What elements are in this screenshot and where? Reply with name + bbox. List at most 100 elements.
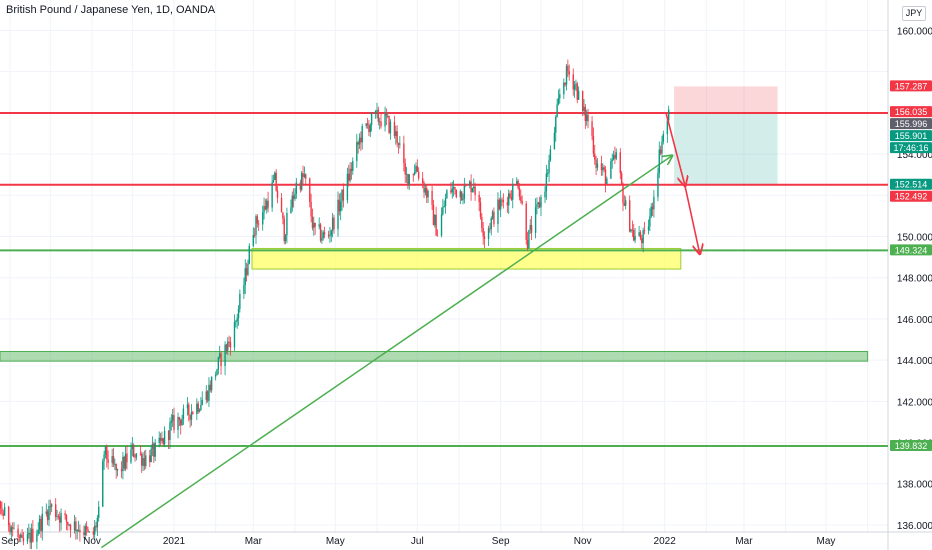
candle-body bbox=[142, 458, 144, 466]
x-axis-tick-label: Nov bbox=[574, 536, 592, 547]
candle-body bbox=[595, 159, 597, 168]
candle-body bbox=[518, 188, 521, 197]
candle-body bbox=[305, 174, 307, 179]
candle-body bbox=[633, 230, 635, 241]
price-label: 139.832 bbox=[895, 441, 928, 451]
y-axis-tick-label: 148.000 bbox=[897, 274, 932, 285]
candle-body bbox=[443, 205, 445, 208]
candle-body bbox=[384, 113, 386, 127]
candle-body bbox=[21, 534, 23, 539]
x-axis-tick-label: Sep bbox=[492, 536, 510, 547]
candle-body bbox=[124, 453, 127, 469]
candle-body bbox=[479, 202, 482, 218]
candle-body bbox=[544, 191, 546, 198]
candle-body bbox=[555, 116, 557, 133]
candle-body bbox=[131, 444, 134, 450]
candle-body bbox=[565, 65, 568, 85]
candle-body bbox=[357, 142, 359, 145]
candle-body bbox=[93, 525, 96, 535]
y-axis-tick-label: 142.000 bbox=[897, 397, 932, 408]
zone-rectangle bbox=[0, 350, 869, 362]
candle-body bbox=[310, 202, 312, 217]
candle-body bbox=[45, 511, 47, 514]
candle-body bbox=[3, 507, 6, 516]
candle-body bbox=[387, 116, 389, 117]
candle-body bbox=[341, 189, 343, 202]
candle-body bbox=[46, 511, 49, 521]
candle-body bbox=[417, 171, 420, 179]
price-label-box bbox=[890, 190, 932, 202]
candle-body bbox=[349, 168, 351, 181]
candle-body bbox=[116, 468, 119, 471]
candle-body bbox=[548, 160, 550, 174]
candle-body bbox=[657, 173, 659, 197]
projection-arrow bbox=[665, 112, 685, 185]
x-axis-tick-label: May bbox=[817, 536, 836, 547]
candle-body bbox=[290, 207, 292, 214]
candle-body bbox=[521, 200, 523, 204]
candle-body bbox=[339, 201, 342, 212]
candle-body bbox=[329, 235, 331, 237]
candle-body bbox=[575, 83, 577, 85]
candle-body bbox=[369, 125, 371, 133]
candle-body bbox=[60, 513, 62, 523]
candle-body bbox=[643, 230, 646, 231]
price-label-box bbox=[890, 106, 932, 118]
candle-body bbox=[547, 173, 549, 174]
candle-body bbox=[568, 71, 570, 75]
candle-body bbox=[623, 203, 626, 206]
candle-body bbox=[376, 109, 378, 112]
candle-body bbox=[205, 391, 207, 400]
candles-group bbox=[0, 59, 670, 550]
candle-body bbox=[13, 528, 15, 530]
candle-body bbox=[368, 124, 370, 133]
candle-body bbox=[520, 196, 522, 201]
candle-body bbox=[563, 82, 565, 95]
candle-body bbox=[274, 172, 276, 181]
candle-body bbox=[649, 216, 651, 227]
candle-body bbox=[208, 384, 210, 401]
candle-body bbox=[620, 173, 623, 185]
candle-body bbox=[102, 461, 104, 507]
candle-body bbox=[143, 458, 146, 467]
candle-body bbox=[395, 131, 397, 136]
candle-body bbox=[337, 199, 339, 230]
position-stop-zone bbox=[674, 86, 778, 113]
candle-body bbox=[192, 412, 194, 414]
candle-body bbox=[374, 111, 377, 113]
candle-body bbox=[634, 235, 636, 241]
candle-body bbox=[323, 232, 326, 235]
candle-body bbox=[132, 444, 135, 457]
candle-body bbox=[473, 186, 475, 189]
candle-body bbox=[67, 521, 69, 525]
candle-body bbox=[299, 182, 302, 190]
candle-body bbox=[361, 125, 363, 143]
candle-body bbox=[262, 212, 264, 225]
candle-body bbox=[126, 453, 128, 463]
candle-body bbox=[536, 204, 538, 208]
candle-body bbox=[276, 190, 279, 198]
candle-body bbox=[650, 206, 652, 217]
candle-body bbox=[214, 375, 217, 377]
candle-body bbox=[266, 200, 268, 210]
candle-body bbox=[641, 238, 643, 244]
candle-body bbox=[104, 446, 107, 455]
candle-body bbox=[529, 225, 531, 231]
candle-body bbox=[17, 528, 19, 538]
candle-body bbox=[32, 528, 34, 542]
candle-body bbox=[1, 508, 3, 514]
candle-body bbox=[493, 211, 495, 225]
candle-body bbox=[662, 134, 665, 142]
currency-badge[interactable]: JPY bbox=[902, 6, 926, 21]
price-label-box bbox=[890, 178, 932, 190]
x-axis-tick-label: Mar bbox=[735, 536, 753, 547]
candle-body bbox=[356, 142, 358, 162]
candle-body bbox=[229, 342, 232, 348]
candle-body bbox=[322, 232, 324, 239]
candle-body bbox=[75, 521, 77, 532]
candle-body bbox=[294, 193, 296, 200]
candle-body bbox=[490, 218, 492, 230]
candle-body bbox=[145, 455, 147, 467]
candle-body bbox=[56, 516, 58, 518]
candle-body bbox=[403, 143, 405, 164]
